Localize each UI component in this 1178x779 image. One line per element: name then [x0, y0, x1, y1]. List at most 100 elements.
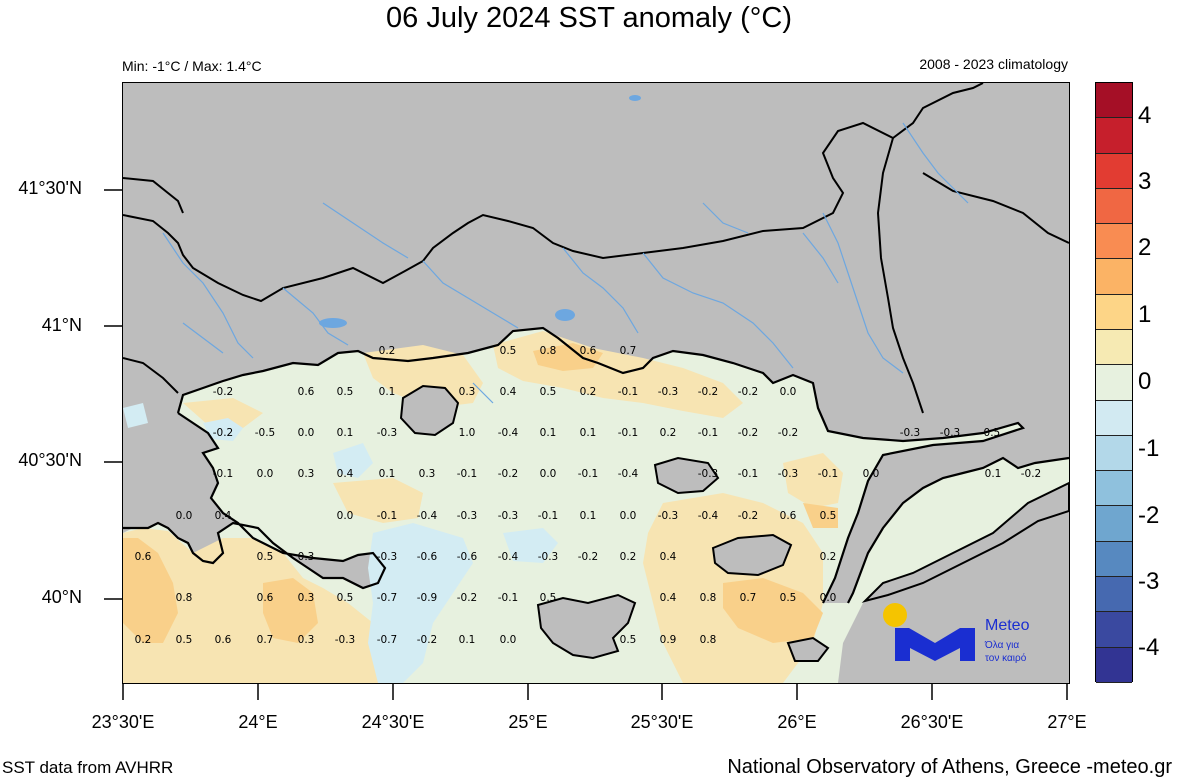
- rivers: [162, 122, 969, 404]
- anomaly-value: -0.4: [618, 468, 639, 480]
- lon-label-25-30: 25°30'E: [630, 712, 694, 732]
- anomaly-value: 0.0: [337, 510, 354, 522]
- anomaly-value: 0.5: [337, 592, 354, 604]
- anomaly-value: 1.0: [459, 427, 476, 439]
- anomaly-value: -0.1: [738, 468, 759, 480]
- tenedos-island: [786, 636, 830, 662]
- colorbar-label-minus-4: -4: [1138, 634, 1160, 661]
- anomaly-value: 0.1: [580, 427, 597, 439]
- colorbar-cell: [1096, 224, 1132, 260]
- meteo-m-logo-icon: [895, 628, 975, 661]
- lon-label-24: 24°E: [238, 712, 278, 732]
- sea-area: [123, 328, 1069, 683]
- anomaly-value: -0.2: [498, 468, 519, 480]
- colorbar-label-minus-2: -2: [1138, 502, 1160, 529]
- colorbar-cell: [1096, 541, 1132, 577]
- imbros-island: [711, 533, 793, 577]
- colorbar-cell: [1096, 329, 1132, 366]
- colorbar-cell: [1096, 576, 1132, 613]
- anomaly-value: 0.3: [298, 592, 315, 604]
- anomaly-value: 0.5: [820, 510, 837, 522]
- anomaly-value: 0.0: [820, 592, 837, 604]
- anomaly-value: -0.3: [900, 427, 921, 439]
- anomaly-value: 0.3: [298, 634, 315, 646]
- colorbar-label-minus-1: -1: [1138, 435, 1160, 462]
- anomaly-value: 0.0: [620, 510, 637, 522]
- lon-label-27: 27°E: [1047, 712, 1087, 732]
- lon-label-25: 25°E: [508, 712, 548, 732]
- anomaly-value-labels: 0.2 0.5 0.8 0.6 0.7 -0.2 0.6 0.5 0.1 0.3 0.4 0.5 0.2…: [135, 345, 1042, 646]
- anomaly-value: -0.4: [498, 551, 519, 563]
- anomaly-value: 0.2: [820, 551, 837, 563]
- anomaly-value: 0.1: [379, 386, 396, 398]
- colorbar-cell: [1096, 259, 1132, 295]
- anomaly-value: 0.8: [540, 345, 557, 357]
- lat-label-41: 41°N: [41, 315, 82, 335]
- strong-warm-anomaly-patches: [123, 343, 838, 643]
- sst-anomaly-map: 0.2 0.5 0.8 0.6 0.7 -0.2 0.6 0.5 0.1 0.3 0.4 0.5 0.2…: [122, 82, 1070, 684]
- anomaly-value: 0.3: [298, 551, 315, 563]
- anomaly-value: 0.1: [337, 427, 354, 439]
- lat-label-41-30: 41°30'N: [18, 178, 82, 198]
- anomaly-value: 0.8: [700, 634, 717, 646]
- anomaly-value: -0.3: [658, 386, 679, 398]
- anomaly-value: 0.3: [419, 468, 436, 480]
- anomaly-value: 0.0: [257, 468, 274, 480]
- meteo-logo: Meteo Όλα για τον καιρό: [883, 603, 1030, 664]
- anomaly-value: -0.3: [658, 510, 679, 522]
- anomaly-value: 0.5: [257, 551, 274, 563]
- anomaly-value: -0.3: [377, 551, 398, 563]
- anomaly-value: -0.4: [498, 427, 519, 439]
- anomaly-value: -0.2: [578, 551, 599, 563]
- anomaly-value: 0.4: [215, 510, 232, 522]
- anomaly-value: -0.1: [618, 386, 639, 398]
- anomaly-value: 0.1: [540, 427, 557, 439]
- lemnos-island: [536, 593, 637, 660]
- anomaly-value: -0.1: [578, 468, 599, 480]
- lat-label-40: 40°N: [41, 587, 82, 607]
- anomaly-value: -0.3: [457, 510, 478, 522]
- map-canvas: 0.2 0.5 0.8 0.6 0.7 -0.2 0.6 0.5 0.1 0.3 0.4 0.5 0.2…: [123, 83, 1069, 683]
- anomaly-value: -0.3: [940, 427, 961, 439]
- thasos-island: [399, 384, 460, 437]
- sun-icon: [883, 603, 907, 627]
- anomaly-value: 0.2: [580, 386, 597, 398]
- colorbar-cell: [1096, 506, 1132, 542]
- anomaly-value: -0.2: [738, 427, 759, 439]
- anomaly-value: -0.2: [213, 386, 234, 398]
- colorbar-cell: [1096, 365, 1132, 401]
- anomaly-value: 0.2: [379, 345, 396, 357]
- anomaly-value: 0.5: [540, 386, 557, 398]
- anomaly-value: 0.2: [135, 634, 152, 646]
- colorbar-cell: [1096, 83, 1132, 119]
- anomaly-value: 0.0: [780, 386, 797, 398]
- anomaly-value: 0.3: [459, 386, 476, 398]
- anomaly-value: -0.3: [538, 551, 559, 563]
- lat-label-40-30: 40°30'N: [18, 450, 82, 470]
- anomaly-value: -0.1: [377, 510, 398, 522]
- colorbar-cell: [1096, 153, 1132, 189]
- anomaly-value: -0.2: [738, 510, 759, 522]
- anomaly-value: 0.0: [540, 468, 557, 480]
- anomaly-value: -0.3: [698, 468, 719, 480]
- country-borders: [123, 83, 1069, 414]
- anomaly-value: 0.0: [863, 468, 880, 480]
- anomaly-value: -0.5: [980, 427, 1001, 439]
- logo-tagline-1: Όλα για: [984, 640, 1019, 651]
- anomaly-value: 0.5: [176, 634, 193, 646]
- anomaly-value: -0.2: [1021, 468, 1042, 480]
- colorbar-label-0: 0: [1138, 368, 1152, 395]
- anomaly-value: -0.2: [778, 427, 799, 439]
- anomaly-value: 0.1: [985, 468, 1002, 480]
- cool-anomaly-patches: [123, 403, 558, 683]
- anomaly-value: 0.5: [620, 634, 637, 646]
- colorbar: [1095, 82, 1133, 683]
- colorbar-label-2: 2: [1138, 234, 1152, 261]
- anomaly-value: -0.1: [213, 468, 234, 480]
- anomaly-value: 0.6: [135, 551, 152, 563]
- colorbar-cell: [1096, 118, 1132, 154]
- anomaly-value: -0.3: [377, 427, 398, 439]
- map-title: 06 July 2024 SST anomaly (°C): [386, 2, 792, 34]
- anomaly-value: -0.2: [457, 592, 478, 604]
- anomaly-value: 0.7: [620, 345, 637, 357]
